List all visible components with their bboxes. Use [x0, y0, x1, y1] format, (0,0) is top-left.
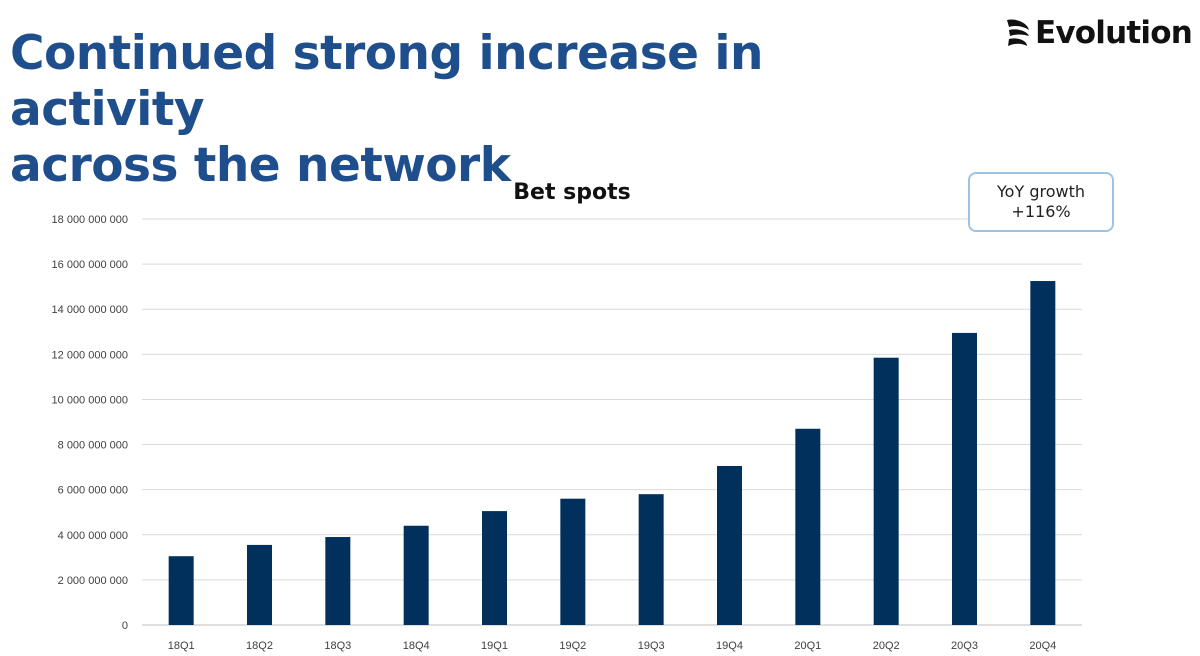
y-tick-label: 12 000 000 000: [52, 349, 128, 361]
y-tick-label: 6 000 000 000: [58, 485, 128, 497]
x-tick-label: 20Q2: [873, 640, 900, 652]
brand-logo: Evolution: [1005, 12, 1193, 54]
x-tick-label: 20Q1: [794, 640, 821, 652]
bar: [403, 525, 429, 625]
logo-wordmark: Evolution: [1035, 15, 1193, 51]
chart-title: Bet spots: [513, 180, 630, 205]
x-tick-label: 19Q2: [559, 640, 586, 652]
y-tick-label: 4 000 000 000: [58, 530, 128, 542]
bar: [247, 544, 272, 625]
bar: [638, 494, 664, 625]
y-tick-label: 14 000 000 000: [52, 304, 128, 316]
page-title: Continued strong increase in activity ac…: [10, 26, 960, 194]
x-tick-label: 19Q3: [638, 640, 665, 652]
y-tick-label: 10 000 000 000: [52, 394, 128, 406]
callout-label: YoY growth: [997, 182, 1085, 201]
bar: [795, 428, 821, 625]
x-tick-label: 18Q1: [168, 640, 195, 652]
x-tick-label: 19Q4: [716, 640, 743, 652]
x-tick-label: 18Q4: [403, 640, 430, 652]
x-tick-label: 20Q4: [1029, 640, 1056, 652]
x-tick-label: 18Q2: [246, 640, 273, 652]
y-tick-label: 0: [122, 620, 128, 632]
x-tick-label: 18Q3: [324, 640, 351, 652]
y-tick-label: 8 000 000 000: [58, 440, 128, 452]
yoy-growth-callout: YoY growth +116%: [968, 172, 1114, 232]
x-tick-label: 19Q1: [481, 640, 508, 652]
y-tick-label: 2 000 000 000: [58, 575, 128, 587]
bar: [952, 332, 977, 625]
bar: [1030, 281, 1056, 625]
bar: [482, 511, 507, 625]
page-title-line-2: across the network: [10, 138, 511, 193]
y-tick-label: 16 000 000 000: [52, 259, 128, 271]
callout-value: +116%: [1011, 202, 1071, 221]
bar: [560, 498, 586, 625]
y-tick-label: 18 000 000 000: [52, 214, 128, 226]
bar: [873, 357, 899, 625]
bar: [717, 465, 742, 625]
evolution-swirl-icon: [1007, 19, 1029, 46]
bar: [168, 556, 194, 625]
x-tick-label: 20Q3: [951, 640, 978, 652]
page-title-line-1: Continued strong increase in activity: [10, 26, 764, 137]
bar: [325, 537, 351, 625]
